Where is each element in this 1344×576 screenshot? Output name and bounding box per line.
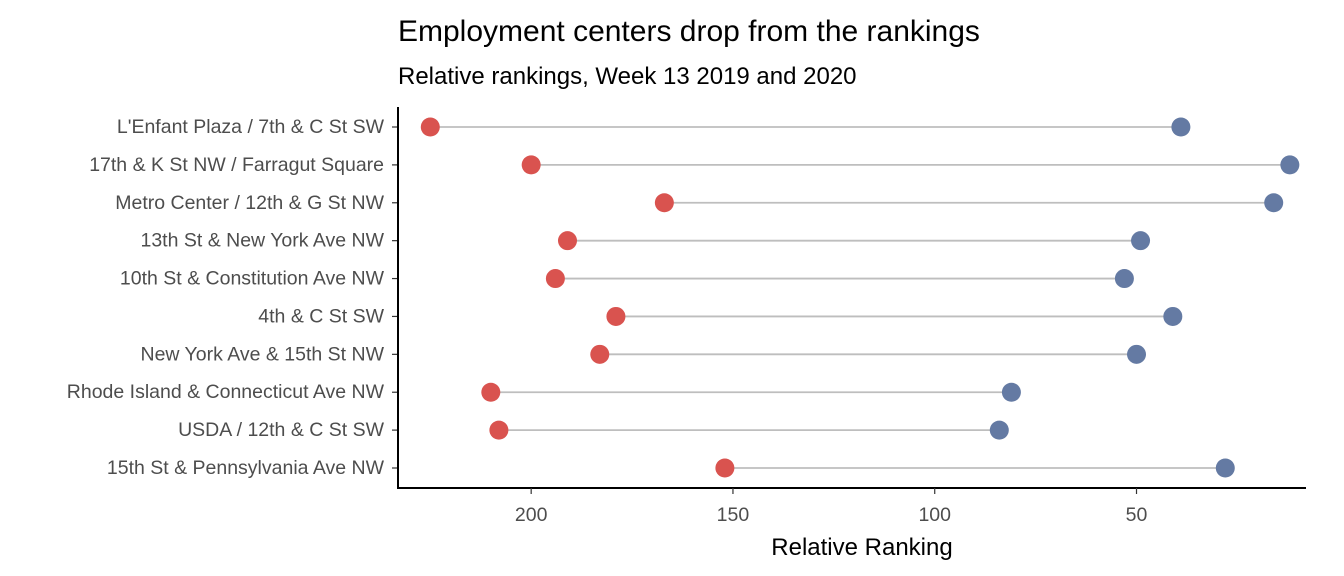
category-label: Metro Center / 12th & G St NW [115, 192, 384, 214]
point-2020 [521, 155, 541, 175]
point-2019 [1280, 155, 1300, 175]
point-2019 [1114, 269, 1134, 289]
x-tick-label: 150 [717, 504, 750, 526]
point-2019 [1127, 344, 1147, 364]
category-label: New York Ave & 15th St NW [140, 343, 384, 365]
points-layer [420, 117, 1300, 478]
category-label: USDA / 12th & C St SW [178, 419, 384, 441]
point-2020 [420, 117, 440, 137]
point-2020 [715, 458, 735, 478]
point-2020 [481, 382, 501, 402]
x-axis-title: Relative Ranking [771, 534, 952, 561]
point-2019 [1131, 231, 1151, 251]
category-label: 4th & C St SW [258, 305, 384, 327]
point-2019 [1264, 193, 1284, 213]
chart-title: Employment centers drop from the ranking… [398, 15, 980, 48]
point-2019 [1001, 382, 1021, 402]
point-2020 [590, 344, 610, 364]
category-label: 13th St & New York Ave NW [140, 230, 384, 252]
x-tick-label: 200 [515, 504, 548, 526]
point-2019 [1215, 458, 1235, 478]
point-2020 [557, 231, 577, 251]
axes-layer [392, 107, 1306, 494]
category-labels: L'Enfant Plaza / 7th & C St SW 17th & K S… [67, 116, 385, 479]
category-label: 10th St & Constitution Ave NW [120, 268, 385, 290]
category-label: Rhode Island & Connecticut Ave NW [67, 381, 385, 403]
category-label: L'Enfant Plaza / 7th & C St SW [117, 116, 385, 138]
x-tick-label: 100 [918, 504, 951, 526]
point-2019 [1163, 306, 1183, 326]
x-tick-labels: 200 150 100 50 [515, 504, 1148, 526]
point-2020 [489, 420, 509, 440]
point-2020 [606, 306, 626, 326]
category-label: 17th & K St NW / Farragut Square [89, 154, 384, 176]
point-2019 [1171, 117, 1191, 137]
point-2020 [654, 193, 674, 213]
segments-layer [430, 126, 1290, 469]
chart-subtitle: Relative rankings, Week 13 2019 and 2020 [398, 63, 857, 90]
point-2019 [989, 420, 1009, 440]
x-tick-label: 50 [1126, 504, 1148, 526]
category-label: 15th St & Pennsylvania Ave NW [107, 457, 385, 479]
point-2020 [545, 269, 565, 289]
